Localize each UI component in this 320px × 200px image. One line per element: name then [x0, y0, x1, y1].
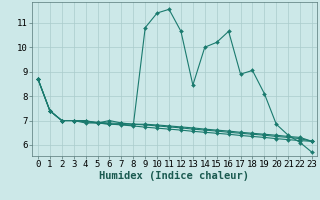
X-axis label: Humidex (Indice chaleur): Humidex (Indice chaleur) [100, 171, 249, 181]
